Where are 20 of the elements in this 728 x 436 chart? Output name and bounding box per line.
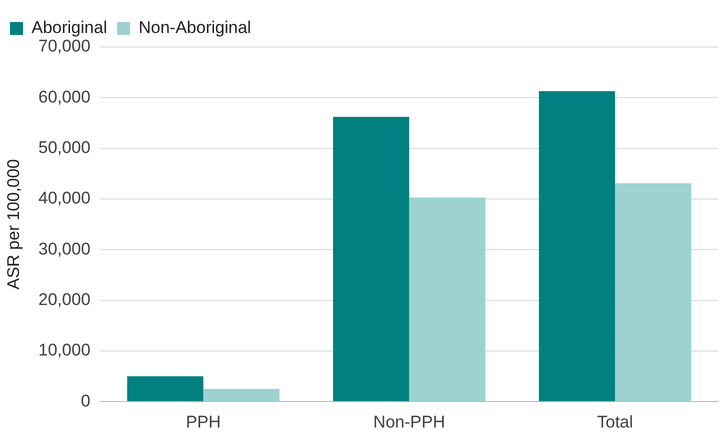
y-tick-label: 20,000: [38, 290, 90, 309]
bar: [409, 197, 486, 402]
y-tick-label: 60,000: [38, 87, 90, 106]
y-tick-label: 10,000: [38, 340, 90, 360]
legend-label: Aboriginal: [32, 18, 108, 38]
x-tick-label: Total: [597, 412, 634, 432]
bar: [538, 91, 616, 402]
legend-label: Non-Aboriginal: [138, 18, 252, 38]
bar: [333, 116, 410, 402]
bar: [615, 183, 692, 402]
y-tick-label: 50,000: [38, 138, 90, 157]
bar: [127, 376, 204, 402]
y-tick-label: 0: [80, 391, 90, 410]
x-tick-label: Non-PPH: [373, 412, 446, 432]
y-axis-title: ASR per 100,000: [4, 159, 23, 290]
y-tick-label: 70,000: [38, 36, 90, 56]
y-tick-label: 40,000: [38, 188, 90, 208]
bar: [203, 388, 280, 402]
x-tick-label: PPH: [186, 412, 221, 432]
y-tick-label: 30,000: [38, 239, 90, 258]
